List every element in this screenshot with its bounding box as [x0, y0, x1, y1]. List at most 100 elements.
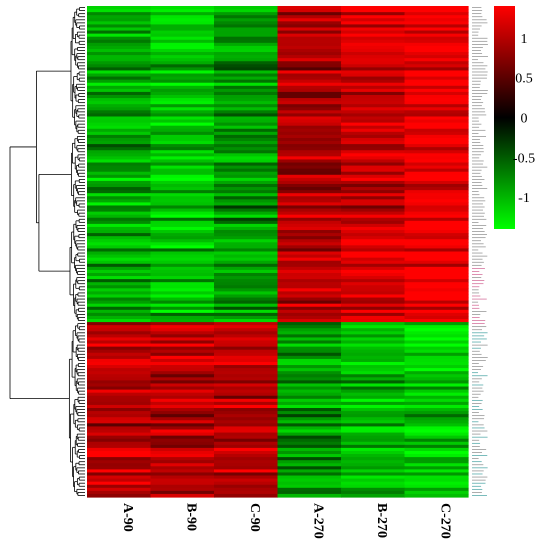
heatmap-cell — [341, 365, 406, 369]
heatmap-cell — [214, 291, 279, 296]
heatmap-cell — [214, 444, 279, 449]
heatmap-cell — [87, 248, 152, 253]
heatmap-cell — [341, 300, 406, 305]
heatmap-cell — [404, 466, 469, 470]
heatmap-cell — [404, 76, 469, 81]
heatmap-cell — [341, 21, 406, 26]
heatmap-cell — [277, 131, 342, 136]
heatmap-cell — [150, 220, 215, 225]
heatmap-cell — [404, 404, 469, 409]
heatmap-cell — [87, 21, 152, 26]
heatmap-cell — [214, 328, 279, 332]
heatmap-cell — [87, 411, 152, 415]
heatmap-cell — [341, 404, 406, 409]
heatmap-cell — [150, 21, 215, 26]
heatmap-cell — [214, 55, 279, 59]
heatmap-cell — [214, 156, 279, 161]
heatmap-cell — [277, 177, 342, 182]
heatmap-cell — [404, 420, 469, 424]
heatmap-cell — [341, 380, 406, 385]
heatmap-cell — [277, 242, 342, 246]
heatmap-cell — [150, 380, 215, 385]
heatmap-cell — [87, 322, 152, 326]
heatmap-cell — [277, 214, 342, 219]
heatmap-cell — [404, 285, 469, 289]
heatmap-cell — [214, 15, 279, 19]
heatmap-cell — [150, 202, 215, 207]
heatmap-cell — [277, 355, 342, 360]
heatmap-cell — [87, 414, 152, 418]
heatmap-cell — [150, 374, 215, 378]
heatmap-cell — [87, 454, 152, 458]
heatmap-cell — [341, 355, 406, 360]
heatmap-cell — [150, 487, 215, 492]
heatmap-cell — [404, 211, 469, 216]
heatmap-cell — [277, 337, 342, 342]
heatmap-cell — [214, 389, 279, 394]
heatmap-cell — [404, 475, 469, 480]
column-label: C-270 — [437, 503, 452, 539]
heatmap-cell — [150, 386, 215, 391]
heatmap-cell — [277, 230, 342, 234]
heatmap-cell — [214, 315, 279, 320]
heatmap-cell — [87, 389, 152, 394]
heatmap-cell — [277, 276, 342, 280]
heatmap-cell — [150, 266, 215, 271]
heatmap-cell — [404, 447, 469, 452]
heatmap-cell — [150, 383, 215, 388]
heatmap-cell — [277, 180, 342, 185]
heatmap-cell — [87, 279, 152, 283]
heatmap-cell — [341, 107, 406, 111]
heatmap-cell — [214, 141, 279, 145]
heatmap-cell — [277, 190, 342, 194]
heatmap-cell — [404, 312, 469, 317]
heatmap-cell — [150, 76, 215, 81]
heatmap-cell — [150, 346, 215, 351]
heatmap-cell — [277, 272, 342, 277]
heatmap-cell — [214, 91, 279, 96]
heatmap-cell — [277, 294, 342, 299]
heatmap-cell — [150, 226, 215, 231]
heatmap-cell — [214, 245, 279, 250]
heatmap-cell — [341, 162, 406, 167]
heatmap-cell — [341, 150, 406, 154]
heatmap-cell — [277, 45, 342, 50]
heatmap-cell — [404, 325, 469, 329]
heatmap-cell — [150, 236, 215, 240]
heatmap-cell — [150, 279, 215, 283]
heatmap-cell — [87, 168, 152, 173]
heatmap-cell — [87, 27, 152, 32]
heatmap-cell — [341, 27, 406, 32]
heatmap-cell — [277, 392, 342, 397]
heatmap-cell — [150, 171, 215, 176]
heatmap-cell — [404, 24, 469, 29]
heatmap-cell — [341, 306, 406, 311]
heatmap-cell — [87, 438, 152, 443]
heatmap-cell — [150, 490, 215, 495]
heatmap-cell — [277, 76, 342, 81]
heatmap-cell — [150, 303, 215, 308]
heatmap-cell — [404, 444, 469, 449]
heatmap-cell — [341, 73, 406, 78]
heatmap-cell — [214, 58, 279, 62]
heatmap-cell — [214, 408, 279, 412]
heatmap-cell — [277, 42, 342, 47]
heatmap-cell — [214, 312, 279, 317]
heatmap-cell — [150, 159, 215, 164]
heatmap-cell — [214, 297, 279, 302]
heatmap-cell — [341, 352, 406, 357]
heatmap-cell — [150, 45, 215, 50]
heatmap-cell — [404, 380, 469, 385]
heatmap-cell — [404, 392, 469, 397]
heatmap-cell — [214, 116, 279, 121]
heatmap-cell — [87, 55, 152, 59]
heatmap-cell — [150, 401, 215, 406]
heatmap-cell — [341, 272, 406, 277]
heatmap-cell — [87, 150, 152, 154]
heatmap-cell — [404, 454, 469, 458]
heatmap-cell — [341, 337, 406, 342]
heatmap-cell — [214, 122, 279, 127]
heatmap-cell — [87, 408, 152, 412]
heatmap-cell — [404, 355, 469, 360]
heatmap-cell — [404, 220, 469, 225]
